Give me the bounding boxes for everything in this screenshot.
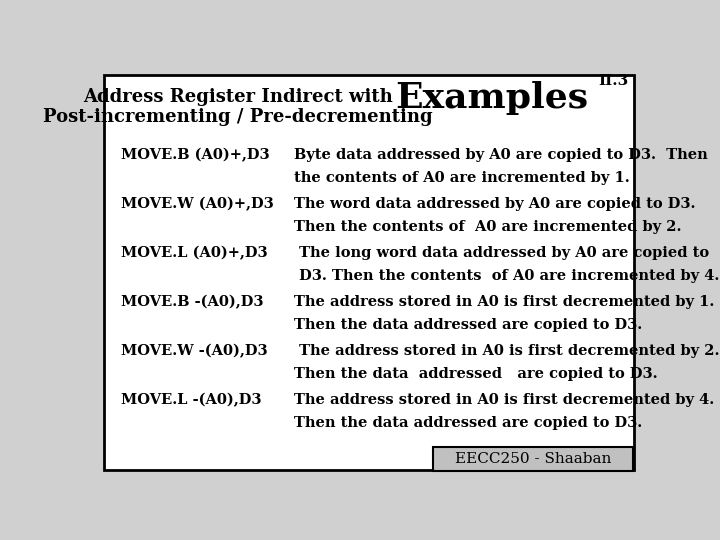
Text: Then the contents of  A0 are incremented by 2.: Then the contents of A0 are incremented … <box>294 220 681 234</box>
Text: Then the data addressed are copied to D3.: Then the data addressed are copied to D3… <box>294 318 642 332</box>
Text: MOVE.L (A0)+,D3: MOVE.L (A0)+,D3 <box>121 246 267 260</box>
Text: The address stored in A0 is first decremented by 1.: The address stored in A0 is first decrem… <box>294 295 714 309</box>
Text: The word data addressed by A0 are copied to D3.: The word data addressed by A0 are copied… <box>294 197 696 211</box>
Text: MOVE.B -(A0),D3: MOVE.B -(A0),D3 <box>121 295 264 309</box>
FancyBboxPatch shape <box>433 447 633 471</box>
Text: The long word data addressed by A0 are copied to: The long word data addressed by A0 are c… <box>294 246 708 260</box>
Text: Address Register Indirect with: Address Register Indirect with <box>83 87 392 106</box>
Text: D3. Then the contents  of A0 are incremented by 4.: D3. Then the contents of A0 are incremen… <box>294 269 719 283</box>
Text: Then the data  addressed   are copied to D3.: Then the data addressed are copied to D3… <box>294 367 657 381</box>
Text: the contents of A0 are incremented by 1.: the contents of A0 are incremented by 1. <box>294 171 629 185</box>
Text: EECC250 - Shaaban: EECC250 - Shaaban <box>455 452 611 466</box>
Text: Post-incrementing / Pre-decrementing: Post-incrementing / Pre-decrementing <box>43 109 433 126</box>
Text: MOVE.W -(A0),D3: MOVE.W -(A0),D3 <box>121 344 267 359</box>
Text: Then the data addressed are copied to D3.: Then the data addressed are copied to D3… <box>294 416 642 430</box>
Text: II.3: II.3 <box>598 74 629 88</box>
Text: MOVE.L -(A0),D3: MOVE.L -(A0),D3 <box>121 393 261 408</box>
Text: Examples: Examples <box>395 81 588 115</box>
Text: The address stored in A0 is first decremented by 2.: The address stored in A0 is first decrem… <box>294 344 719 358</box>
Text: MOVE.B (A0)+,D3: MOVE.B (A0)+,D3 <box>121 148 269 162</box>
Text: MOVE.W (A0)+,D3: MOVE.W (A0)+,D3 <box>121 197 274 211</box>
Text: Byte data addressed by A0 are copied to D3.  Then: Byte data addressed by A0 are copied to … <box>294 148 708 162</box>
FancyBboxPatch shape <box>104 75 634 470</box>
Text: The address stored in A0 is first decremented by 4.: The address stored in A0 is first decrem… <box>294 393 714 407</box>
